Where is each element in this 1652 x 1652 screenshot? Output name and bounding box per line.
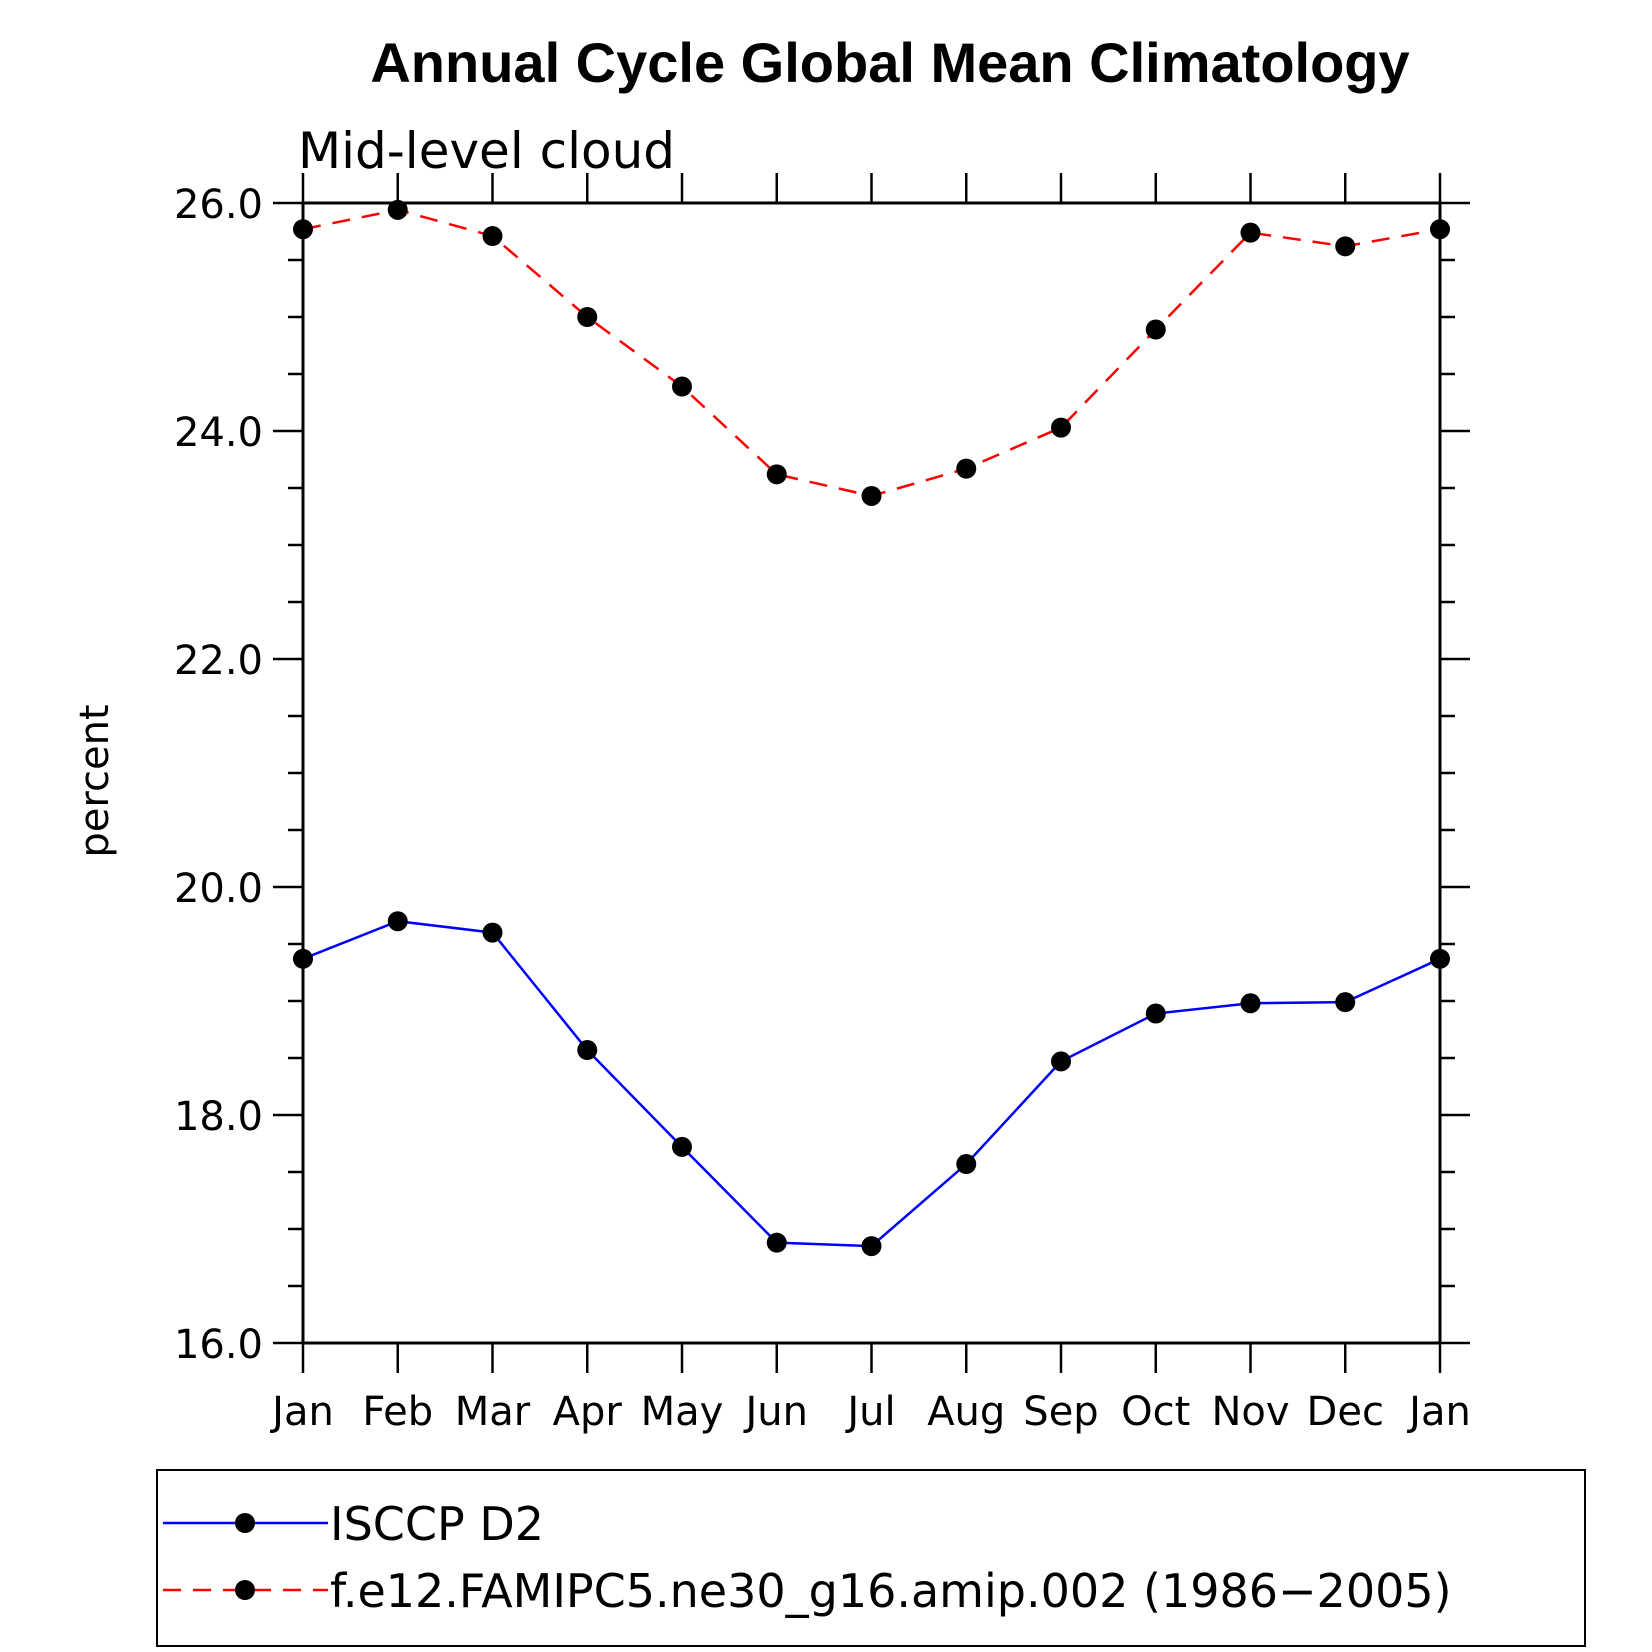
series-2-point bbox=[1051, 417, 1071, 438]
series-1-point bbox=[1430, 948, 1450, 969]
y-tick-label: 22.0 bbox=[174, 638, 263, 684]
x-tick-label: Apr bbox=[553, 1389, 623, 1435]
series-2-point bbox=[1240, 222, 1261, 243]
series-layer bbox=[293, 199, 1450, 1257]
legend-label-1: ISCCP D2 bbox=[330, 1497, 544, 1551]
chart-title: Annual Cycle Global Mean Climatology bbox=[370, 31, 1409, 94]
legend-marker-2 bbox=[235, 1580, 255, 1600]
y-tick-label: 24.0 bbox=[174, 410, 263, 456]
series-1-point bbox=[1335, 992, 1356, 1013]
series-1-point bbox=[861, 1236, 882, 1257]
series-2-point bbox=[956, 458, 977, 479]
legend-label-2: f.e12.FAMIPC5.ne30_g16.amip.002 (1986−20… bbox=[330, 1564, 1452, 1618]
series-2-point bbox=[387, 199, 408, 220]
series-2-point bbox=[861, 485, 882, 506]
series-1-point bbox=[766, 1232, 787, 1253]
series-1-point bbox=[293, 948, 313, 969]
x-tick-label: Oct bbox=[1121, 1389, 1190, 1435]
series-line-1 bbox=[302, 919, 1441, 1248]
series-2-point bbox=[1145, 319, 1166, 340]
series-2-point bbox=[577, 307, 598, 327]
legend-box bbox=[156, 1469, 1586, 1647]
series-2-point bbox=[1335, 236, 1356, 257]
x-tick-label: Nov bbox=[1211, 1389, 1289, 1435]
series-1-point bbox=[482, 922, 503, 943]
x-tick-label: Jun bbox=[743, 1389, 809, 1435]
y-tick-label: 18.0 bbox=[174, 1094, 263, 1140]
x-tick-label: Jan bbox=[269, 1389, 334, 1435]
plot-axes: 16.0 18.0 20.0 22.0 24.0 26.0 Jan Feb Mar Apr May J… bbox=[174, 173, 1471, 1435]
series-1-point bbox=[577, 1040, 598, 1061]
series-2-point bbox=[482, 226, 503, 247]
series-1-point bbox=[387, 911, 408, 932]
series-1-point bbox=[672, 1136, 692, 1157]
x-tick-label: Feb bbox=[362, 1389, 433, 1435]
series-1-point bbox=[1051, 1051, 1071, 1072]
series-line-2 bbox=[302, 208, 1441, 498]
series-1-point bbox=[1145, 1003, 1166, 1024]
chart-subtitle: Mid-level cloud bbox=[298, 122, 675, 180]
legend: ISCCP D2 f.e12.FAMIPC5.ne30_g16.amip.002 … bbox=[156, 1469, 1586, 1647]
plot-frame bbox=[301, 201, 1442, 1345]
legend-marker-1 bbox=[235, 1513, 255, 1533]
x-tick-label: Jul bbox=[844, 1389, 895, 1435]
series-1-point bbox=[956, 1154, 977, 1175]
y-axis-label: percent bbox=[72, 704, 118, 857]
x-tick-label: Aug bbox=[927, 1389, 1005, 1435]
y-tick-label: 26.0 bbox=[174, 182, 263, 228]
x-tick-label: Dec bbox=[1307, 1389, 1384, 1435]
x-tick-label: Jan bbox=[1406, 1389, 1471, 1435]
x-tick-label: Mar bbox=[455, 1389, 531, 1435]
series-2-point bbox=[766, 464, 787, 485]
x-tick-label: May bbox=[641, 1389, 724, 1435]
y-tick-label: 16.0 bbox=[174, 1322, 263, 1368]
series-2-point bbox=[1430, 219, 1450, 240]
series-1-point bbox=[1240, 993, 1261, 1014]
y-tick-label: 20.0 bbox=[174, 866, 263, 912]
x-tick-label: Sep bbox=[1023, 1389, 1098, 1435]
series-2-point bbox=[672, 376, 692, 397]
series-2-point bbox=[293, 219, 313, 240]
